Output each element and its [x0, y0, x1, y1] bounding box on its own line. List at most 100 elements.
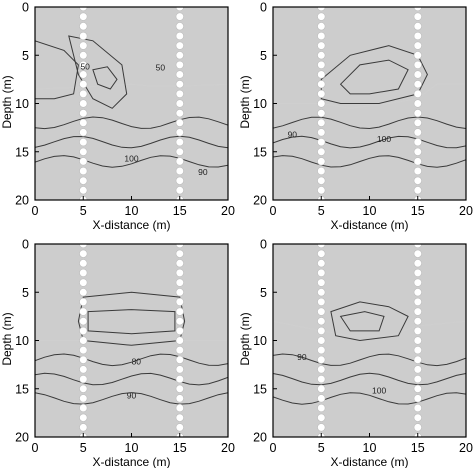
- borehole-1-sensor: [317, 336, 326, 345]
- borehole-2-sensor: [413, 41, 422, 50]
- borehole-1-sensor: [79, 7, 88, 12]
- borehole-2-sensor: [413, 336, 422, 345]
- borehole-1-sensor: [79, 307, 88, 316]
- borehole-2-sensor: [175, 70, 184, 79]
- borehole-2-sensor: [175, 326, 184, 336]
- y-tick-label: 10: [15, 97, 29, 111]
- borehole-1-sensor: [79, 365, 88, 374]
- borehole-1-sensor: [79, 297, 88, 307]
- borehole-1-sensor: [317, 99, 326, 108]
- borehole-2-sensor: [413, 166, 422, 176]
- borehole-1-sensor: [79, 51, 88, 60]
- borehole-2-sensor: [175, 186, 184, 195]
- borehole-1-sensor: [317, 423, 326, 432]
- borehole-1-sensor: [317, 7, 326, 12]
- x-axis-label: X-distance (m): [330, 455, 408, 468]
- contour-line: [273, 116, 466, 130]
- borehole-2-sensor: [175, 307, 184, 316]
- y-tick-label: 0: [22, 238, 29, 252]
- borehole-2-sensor: [413, 413, 422, 422]
- borehole-2-sensor: [413, 7, 422, 12]
- y-axis-label: Depth (m): [0, 312, 14, 365]
- x-axis-label: X-distance (m): [92, 455, 170, 468]
- contour-line: [273, 392, 466, 405]
- contour-label: 90: [127, 390, 137, 400]
- y-tick-label: 20: [15, 431, 29, 445]
- borehole-2-sensor: [175, 99, 184, 108]
- borehole-2-sensor: [413, 423, 422, 432]
- borehole-1-sensor: [317, 307, 326, 316]
- borehole-2-sensor: [175, 157, 184, 166]
- borehole-1-sensor: [317, 138, 326, 147]
- borehole-2-sensor: [175, 249, 184, 258]
- borehole-2-sensor: [175, 12, 184, 21]
- region-min-3: [92, 66, 118, 90]
- borehole-1-sensor: [79, 118, 88, 127]
- region-low-1: [330, 301, 409, 342]
- borehole-2-sensor: [413, 31, 422, 41]
- borehole-1-sensor: [79, 12, 88, 21]
- borehole-1-sensor: [79, 157, 88, 166]
- borehole-2-sensor: [175, 138, 184, 147]
- region-min-2: [87, 309, 176, 335]
- region-upper-0: [273, 244, 466, 337]
- y-tick-label: 0: [260, 238, 267, 252]
- borehole-1-sensor: [79, 403, 88, 413]
- borehole-1-sensor: [79, 413, 88, 422]
- y-tick-label: 5: [22, 286, 29, 300]
- borehole-1-sensor: [79, 375, 88, 384]
- y-tick-label: 20: [253, 431, 267, 445]
- borehole-2-sensor: [413, 278, 422, 287]
- x-tick-label: 0: [32, 441, 39, 455]
- region-upper-0: [35, 7, 228, 90]
- borehole-2-sensor: [175, 244, 184, 249]
- borehole-1-sensor: [79, 186, 88, 195]
- y-tick-label: 15: [253, 145, 267, 159]
- y-tick-label: 20: [15, 194, 29, 208]
- borehole-2-sensor: [175, 394, 184, 403]
- x-tick-label: 5: [80, 204, 87, 218]
- borehole-2-sensor: [413, 70, 422, 79]
- contour-label: 90: [297, 352, 307, 362]
- contour-line: [35, 135, 228, 149]
- borehole-2-sensor: [413, 244, 422, 249]
- x-tick-label: 15: [411, 441, 425, 455]
- borehole-1-sensor: [317, 41, 326, 50]
- borehole-2-sensor: [413, 109, 422, 118]
- region-upper-0: [35, 244, 228, 341]
- borehole-1-sensor: [79, 384, 88, 393]
- borehole-1-sensor: [317, 147, 326, 156]
- borehole-2-sensor: [413, 375, 422, 384]
- borehole-2-sensor: [175, 176, 184, 185]
- borehole-1-sensor: [317, 259, 326, 268]
- contour-line: [273, 372, 466, 386]
- borehole-1-sensor: [79, 176, 88, 185]
- borehole-2-sensor: [175, 166, 184, 176]
- borehole-1-sensor: [317, 89, 326, 98]
- borehole-2-sensor: [175, 147, 184, 156]
- x-tick-label: 15: [173, 204, 187, 218]
- borehole-1-sensor: [317, 128, 326, 137]
- borehole-2-sensor: [413, 51, 422, 60]
- contour-line: [35, 116, 228, 130]
- borehole-1-sensor: [317, 12, 326, 21]
- borehole-2-sensor: [413, 99, 422, 108]
- borehole-1-sensor: [317, 268, 326, 278]
- borehole-1-sensor: [317, 326, 326, 336]
- borehole-2-sensor: [175, 297, 184, 307]
- borehole-2-sensor: [175, 128, 184, 137]
- x-tick-label: 15: [173, 441, 187, 455]
- borehole-1-sensor: [317, 176, 326, 185]
- borehole-1-sensor: [317, 317, 326, 326]
- borehole-2-sensor: [413, 384, 422, 393]
- borehole-2-sensor: [413, 249, 422, 258]
- x-axis-label: X-distance (m): [92, 218, 170, 232]
- borehole-2-sensor: [175, 423, 184, 432]
- borehole-2-sensor: [413, 355, 422, 364]
- contour-label: 100: [372, 386, 386, 396]
- borehole-2-sensor: [175, 7, 184, 12]
